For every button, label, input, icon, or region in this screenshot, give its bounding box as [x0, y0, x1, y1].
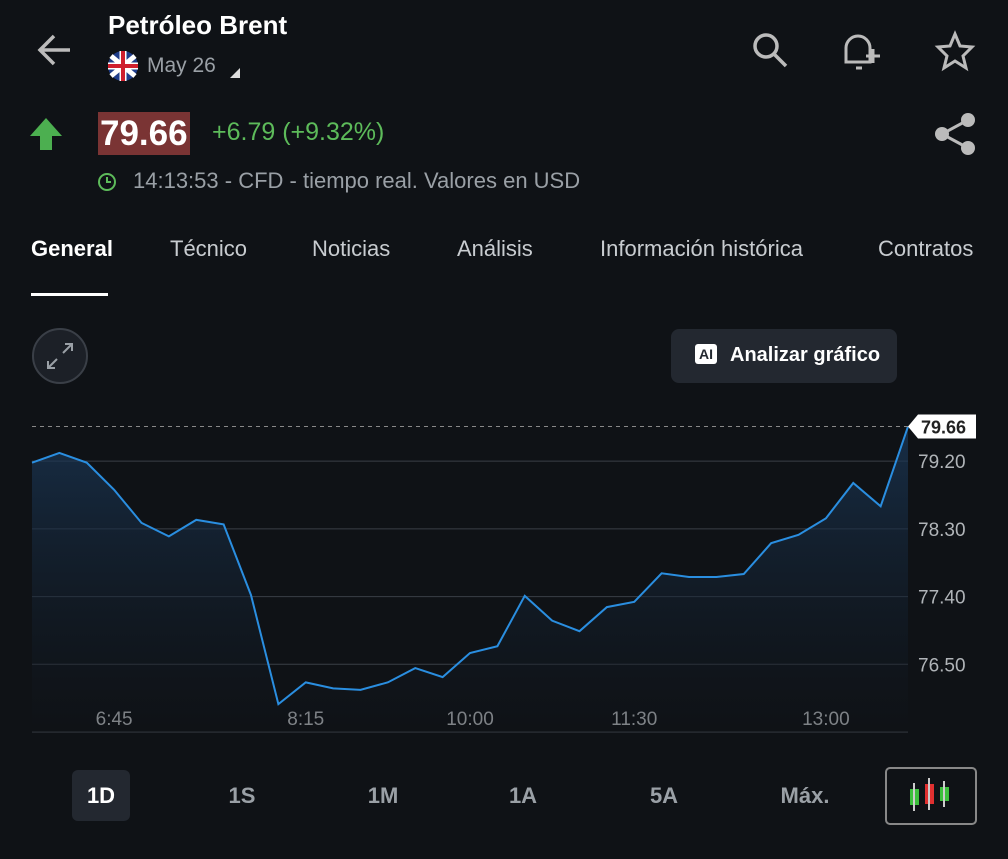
- button-label: Analizar gráfico: [730, 344, 881, 366]
- status: 14:13:53 - CFD - tiempo real. Valores en…: [133, 168, 581, 193]
- period[interactable]: 1M: [367, 783, 399, 808]
- tab[interactable]: Noticias: [312, 236, 391, 261]
- search-icon[interactable]: [753, 33, 779, 59]
- candle-button[interactable]: [885, 767, 977, 825]
- tab[interactable]: Información histórica: [600, 236, 803, 261]
- period[interactable]: 5A: [649, 783, 679, 808]
- expand-button[interactable]: [32, 328, 88, 384]
- back-icon[interactable]: [37, 34, 70, 66]
- tab-underline: [31, 293, 108, 296]
- analyze-button[interactable]: AI Analizar gráfico: [671, 329, 897, 383]
- line: [31, 426, 909, 706]
- star-icon[interactable]: [934, 30, 976, 72]
- price: 79.66: [98, 112, 190, 155]
- y-tick-label: 76.50: [918, 655, 966, 676]
- period-highlight: [72, 770, 130, 821]
- tab[interactable]: Contratos: [878, 236, 974, 261]
- y-tick-label: 79.20: [918, 452, 966, 473]
- date: May 26: [147, 54, 216, 77]
- title: Petróleo Brent: [108, 10, 288, 40]
- up-arrow: [30, 118, 62, 150]
- y-tick-label: 77.40: [918, 588, 966, 609]
- clock-icon: [98, 173, 116, 191]
- last-price-label: 79.66: [921, 418, 966, 438]
- y-tick-label: 78.30: [918, 520, 966, 541]
- share-icon[interactable]: [938, 118, 969, 150]
- alert-icon[interactable]: [844, 34, 872, 70]
- period[interactable]: 1S: [228, 783, 256, 808]
- tab[interactable]: Análisis: [457, 236, 533, 261]
- change: +6.79 (+9.32%): [212, 118, 385, 146]
- period[interactable]: Máx.: [780, 783, 830, 808]
- tab[interactable]: General: [31, 236, 113, 261]
- tab[interactable]: Técnico: [170, 236, 248, 261]
- ai-badge: AI: [695, 344, 717, 364]
- last-price-tag: [908, 414, 976, 439]
- period[interactable]: 1D: [86, 783, 116, 808]
- area-fill: [32, 426, 908, 732]
- period[interactable]: 1A: [508, 783, 538, 808]
